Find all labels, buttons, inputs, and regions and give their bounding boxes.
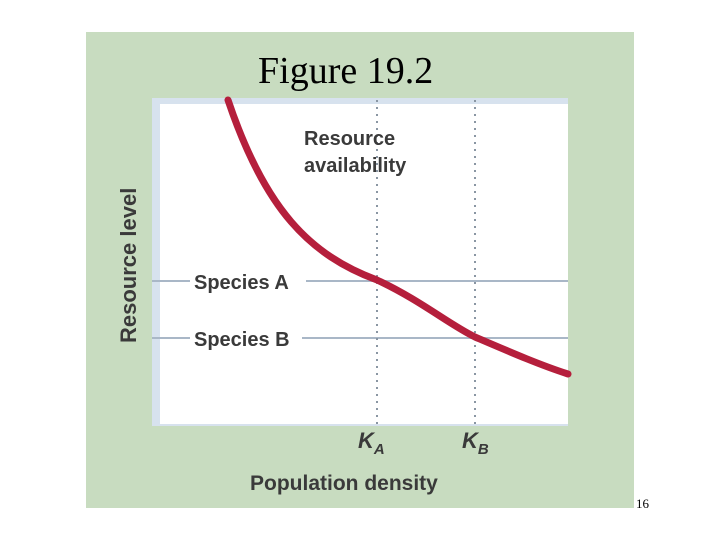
ka-label: KA [358,428,385,458]
y-axis-label: Resource level [116,188,141,343]
ka-base: K [358,428,376,453]
species-b-label-bg [190,325,302,351]
species-a-label: Species A [194,272,289,294]
curve-label-line2: availability [304,155,407,177]
curve-label-line1: Resource [304,128,395,150]
resource-availability-curve [224,96,572,378]
slide-number: 16 [636,496,649,511]
kb-label: KB [462,428,489,458]
species-a-label-bg [190,268,306,294]
plot-area [160,104,568,424]
x-axis-label: Population density [250,472,438,495]
kb-base: K [462,428,480,453]
figure-title: Figure 19.2 [254,48,438,98]
kb-sub: B [478,441,489,458]
ka-sub: A [373,441,385,458]
species-b-label: Species B [194,329,290,351]
